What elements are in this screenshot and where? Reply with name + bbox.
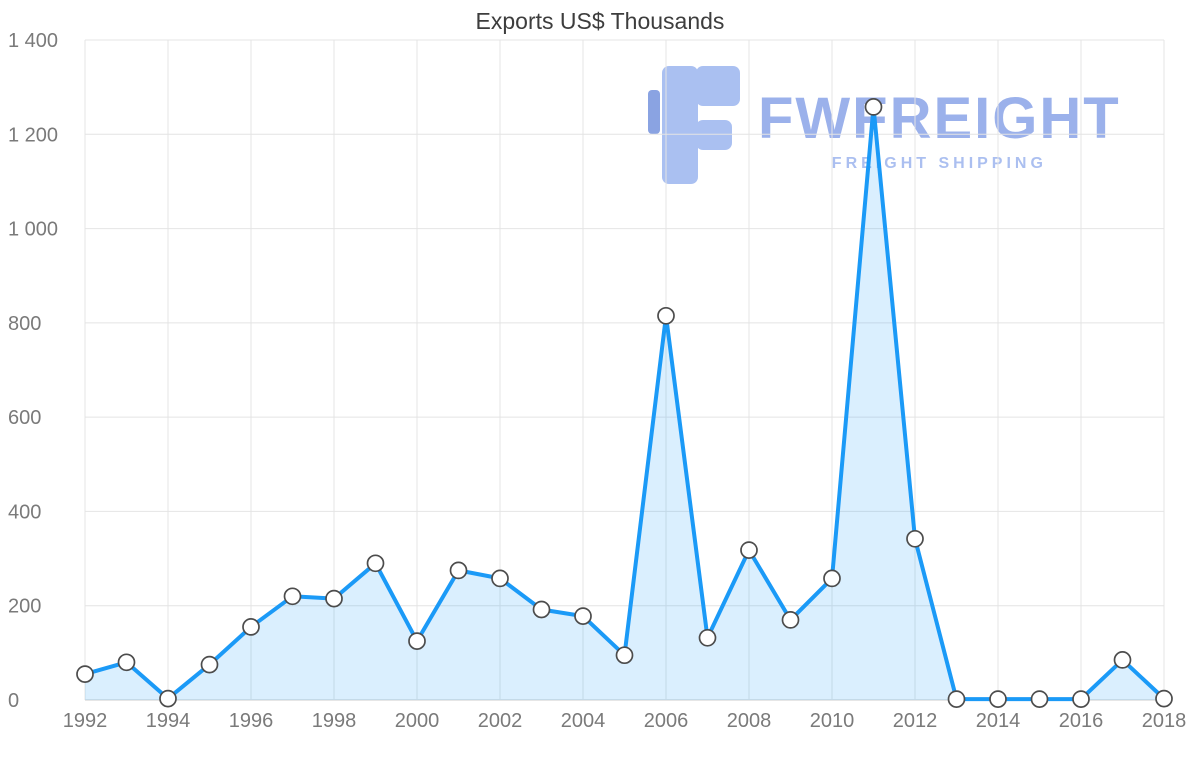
data-point-2011[interactable] (864, 98, 883, 116)
data-point-2003[interactable] (532, 600, 551, 619)
x-tick-label: 2004 (561, 710, 606, 732)
x-tick-label: 1992 (63, 710, 108, 732)
data-point-1999[interactable] (366, 554, 385, 573)
y-tick-label: 600 (8, 407, 41, 429)
x-tick-label: 2016 (1059, 710, 1104, 732)
y-tick-label: 0 (8, 690, 19, 712)
data-point-2018[interactable] (1155, 689, 1173, 708)
y-tick-label: 200 (8, 596, 41, 618)
x-tick-label: 2014 (976, 710, 1021, 732)
data-point-1992[interactable] (76, 665, 94, 683)
data-point-2015[interactable] (1030, 690, 1049, 708)
x-tick-label: 1998 (312, 710, 357, 732)
y-tick-label: 1 200 (8, 124, 58, 146)
watermark: FWFREIGHT FREIGHT SHIPPING (648, 66, 1121, 184)
x-tick-label: 2018 (1142, 710, 1187, 732)
data-point-2002[interactable] (491, 569, 509, 588)
x-tick-label: 2006 (644, 710, 689, 732)
x-tick-label: 2012 (893, 710, 938, 732)
data-point-2007[interactable] (698, 628, 717, 647)
data-point-1994[interactable] (159, 689, 177, 708)
data-point-2006[interactable] (657, 306, 675, 325)
data-point-1996[interactable] (242, 618, 260, 636)
data-point-2013[interactable] (947, 690, 966, 708)
data-point-2012[interactable] (906, 529, 924, 548)
data-point-2014[interactable] (989, 690, 1007, 708)
data-point-1995[interactable] (200, 655, 219, 674)
x-tick-label: 1996 (229, 710, 274, 732)
area-fill (85, 106, 1164, 700)
x-tick-label: 2008 (727, 710, 772, 732)
x-tick-label: 2002 (478, 710, 523, 732)
x-tick-label: 2000 (395, 710, 440, 732)
x-tick-label: 2010 (810, 710, 855, 732)
y-tick-label: 800 (8, 313, 41, 335)
x-tick-label: 1994 (146, 710, 191, 732)
data-point-1998[interactable] (325, 589, 343, 608)
watermark-text: FWFREIGHT FREIGHT SHIPPING (758, 66, 1121, 173)
data-point-2000[interactable] (408, 632, 426, 650)
series-line (83, 104, 1166, 702)
watermark-tagline: FREIGHT SHIPPING (831, 155, 1047, 172)
data-point-2016[interactable] (1072, 690, 1090, 708)
data-point-2008[interactable] (740, 541, 758, 559)
y-tick-label: 400 (8, 501, 41, 523)
data-point-1997[interactable] (283, 587, 302, 606)
y-tick-label: 1 000 (8, 219, 58, 241)
watermark-brand: FWFREIGHT (758, 86, 1121, 151)
data-point-2009[interactable] (781, 611, 800, 629)
data-point-2017[interactable] (1113, 651, 1132, 669)
data-point-2004[interactable] (574, 607, 592, 625)
data-point-2005[interactable] (615, 646, 634, 665)
fwfreight-logo-icon (648, 66, 740, 184)
data-point-2001[interactable] (449, 561, 468, 580)
y-tick-label: 1 400 (8, 30, 58, 52)
data-point-2010[interactable] (823, 569, 841, 588)
data-point-1993[interactable] (117, 653, 136, 672)
